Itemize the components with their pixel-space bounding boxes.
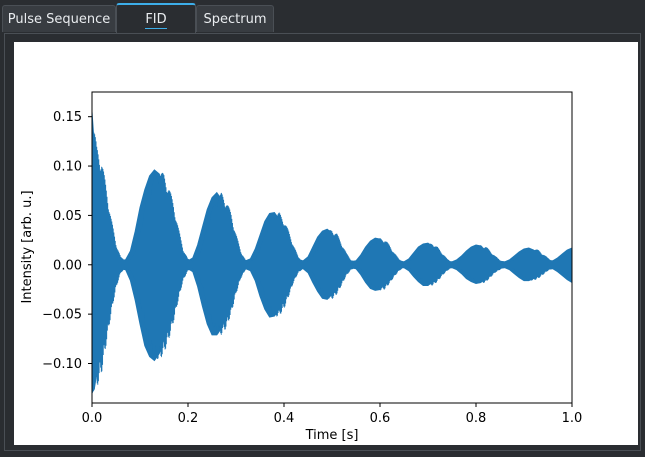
tab-label: Pulse Sequence	[7, 11, 111, 27]
y-tick-label: 0.00	[53, 258, 82, 273]
y-tick-label: −0.10	[42, 357, 82, 372]
x-tick-label: 0.0	[82, 411, 103, 426]
tab-panel: 0.0 0.2 0.4 0.6 0.8 1.0 −0.10 −0.05 0.00 0.05 0.1…	[4, 33, 641, 451]
y-tick-label: 0.05	[53, 209, 82, 224]
y-tick-label: 0.10	[53, 160, 82, 175]
tab-label: Spectrum	[203, 11, 267, 27]
y-tick-label: 0.15	[53, 110, 82, 125]
fid-signal-line	[91, 132, 573, 391]
x-tick-label: 0.6	[370, 411, 391, 426]
x-tick-label: 0.8	[466, 411, 487, 426]
fid-chart: 0.0 0.2 0.4 0.6 0.8 1.0 −0.10 −0.05 0.00 0.05 0.1…	[20, 91, 583, 443]
y-tick-label: −0.05	[42, 308, 82, 323]
tab-label: FID	[145, 11, 167, 29]
tab-fid[interactable]: FID	[116, 3, 196, 33]
tab-bar: Pulse Sequence FID Spectrum	[0, 0, 645, 34]
plot-canvas: 0.0 0.2 0.4 0.6 0.8 1.0 −0.10 −0.05 0.00 0.05 0.1…	[14, 42, 638, 445]
x-axis-label: Time [s]	[305, 428, 359, 443]
x-tick-label: 0.2	[178, 411, 199, 426]
tab-spectrum[interactable]: Spectrum	[196, 5, 274, 32]
x-tick-label: 1.0	[562, 411, 583, 426]
tab-pulse-sequence[interactable]: Pulse Sequence	[2, 5, 116, 32]
y-axis-label: Intensity [arb. u.]	[20, 190, 35, 303]
axes-frame	[91, 91, 573, 404]
x-tick-label: 0.4	[274, 411, 295, 426]
